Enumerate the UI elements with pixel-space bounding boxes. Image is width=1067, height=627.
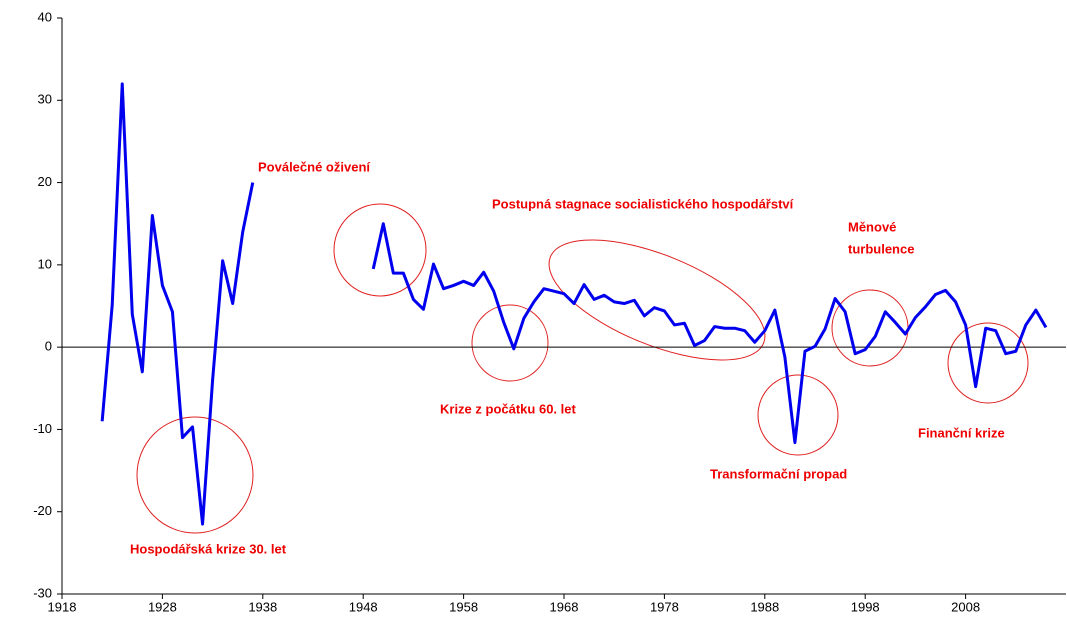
x-tick-label: 1938 xyxy=(248,599,277,614)
y-tick-label: -20 xyxy=(33,503,52,518)
y-tick-label: 20 xyxy=(38,174,52,189)
annotation: turbulence xyxy=(848,241,914,256)
annotation: Krize z počátku 60. let xyxy=(440,401,576,416)
x-tick-label: 1918 xyxy=(48,599,77,614)
ellipse xyxy=(548,239,766,361)
x-tick-label: 1998 xyxy=(851,599,880,614)
annotation: Hospodářská krize 30. let xyxy=(130,541,287,556)
x-tick-label: 2008 xyxy=(951,599,980,614)
annotation: Měnové xyxy=(848,219,896,234)
annotation: Transformační propad xyxy=(710,466,847,481)
y-tick-label: 30 xyxy=(38,92,52,107)
x-tick-label: 1948 xyxy=(349,599,378,614)
circle xyxy=(333,203,427,297)
y-tick-label: 10 xyxy=(38,256,52,271)
annotation: Finanční krize xyxy=(918,425,1005,440)
annotation: Postupná stagnace socialistického hospod… xyxy=(492,196,794,211)
x-tick-label: 1988 xyxy=(750,599,779,614)
x-tick-label: 1928 xyxy=(148,599,177,614)
circle xyxy=(947,322,1029,404)
y-tick-label: -30 xyxy=(33,585,52,600)
x-tick-label: 1978 xyxy=(650,599,679,614)
annotation: Poválečné oživení xyxy=(258,159,370,174)
circle xyxy=(831,289,909,367)
y-tick-label: -10 xyxy=(33,421,52,436)
x-tick-label: 1958 xyxy=(449,599,478,614)
circle xyxy=(757,374,839,456)
y-tick-label: 40 xyxy=(38,9,52,24)
y-tick-label: 0 xyxy=(45,339,52,354)
circle xyxy=(136,416,254,534)
data-line xyxy=(100,82,1048,526)
highlight-circles xyxy=(136,203,1029,534)
circle xyxy=(471,304,549,382)
x-tick-label: 1968 xyxy=(550,599,579,614)
